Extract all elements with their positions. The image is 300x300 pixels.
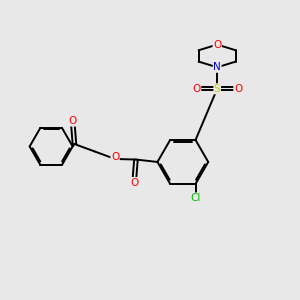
Text: O: O: [192, 84, 200, 94]
Text: O: O: [213, 40, 221, 50]
Text: O: O: [111, 152, 119, 162]
Text: O: O: [69, 116, 77, 126]
Text: O: O: [130, 178, 139, 188]
Text: Cl: Cl: [190, 193, 201, 203]
Text: S: S: [214, 84, 220, 94]
Text: N: N: [213, 62, 221, 72]
Text: O: O: [234, 84, 242, 94]
